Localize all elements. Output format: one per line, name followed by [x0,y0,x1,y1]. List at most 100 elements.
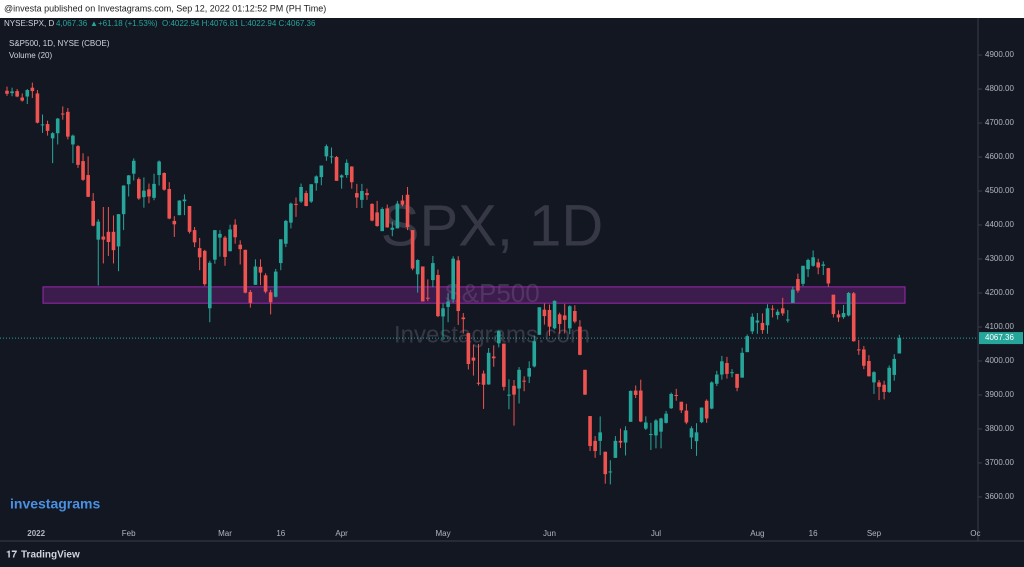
candle-body [598,432,602,441]
candle-body [730,372,734,374]
candle-body [512,385,516,395]
candle-body [745,336,750,353]
candle-body [385,208,390,228]
candle-body [851,293,856,342]
candle-body [202,250,207,285]
candle-body [481,373,486,385]
candle-body [415,260,420,275]
candle-body [35,93,40,123]
candle-body [40,124,45,126]
x-tick-label: Oc [970,529,980,538]
y-tick-label: 3800.00 [985,424,1014,433]
candle-body [527,368,532,377]
candle-body [791,289,795,303]
candle-body [451,258,455,300]
candle-body [542,309,547,317]
candle-body [182,199,187,202]
candle-body [101,236,106,240]
candle-body [213,230,217,260]
candle-body [486,352,491,385]
candle-body [775,311,780,316]
candle-body [476,382,481,384]
candle-body [836,314,841,318]
last-price-box [979,332,1023,345]
candle-body [816,262,820,268]
candle-body [30,87,35,92]
candle-body [532,341,537,367]
candle-body [375,212,379,227]
candle-body [709,382,714,409]
candle-body [684,410,689,423]
candle-body [334,157,339,181]
candle-body [765,308,770,326]
candle-body [562,315,567,320]
candle-body [436,274,440,317]
candle-body [45,124,50,131]
candle-body [390,227,395,230]
candle-body [76,146,80,165]
resistance-zone [42,286,906,304]
candle-body [96,221,101,240]
candle-body [720,361,724,375]
candle-body [431,263,435,281]
candle-body [841,313,846,318]
candle-body [872,372,876,383]
candle-body [760,322,765,331]
candle-body [273,271,278,297]
candle-body [461,317,466,320]
candle-body [517,369,521,389]
candle-body [456,260,461,312]
candle-body [162,173,166,190]
candle-body [502,343,506,387]
candle-body [91,200,95,226]
candle-body [400,200,405,205]
candle-body [238,244,243,250]
y-tick-label: 4600.00 [985,152,1014,161]
candle-body [649,434,653,436]
candle-body [613,440,618,458]
candle-body [644,422,648,429]
change: +61.18 (+1.53%) [98,19,158,28]
candle-body [507,394,511,396]
candle-body [623,430,628,443]
candle-body [60,113,65,115]
candle-body [253,266,258,285]
x-tick-label: Apr [335,529,348,538]
candle-body [365,193,369,196]
top-bar [0,0,1024,18]
candle-body [187,205,192,232]
candle-body [750,316,755,332]
x-tick-label: Mar [218,529,232,538]
candle-body [740,352,744,378]
candle-body [699,407,704,423]
candle-body [496,331,501,344]
candle-body [664,413,668,423]
last-price-label: 4067.36 [985,333,1014,342]
candle-body [20,97,25,101]
candle-body [755,320,760,323]
candle-body [420,266,425,302]
candle-body [491,356,496,359]
candle-body [466,333,471,365]
candle-body [55,118,60,134]
x-tick-label: 16 [809,529,818,538]
candle-body [583,369,587,395]
candle-body [324,146,329,157]
candle-body [243,249,248,293]
candle-body [608,471,613,473]
change: ▲ [90,19,98,28]
y-tick-label: 3600.00 [985,492,1014,501]
candle-body [360,191,364,200]
candle-body [892,358,897,375]
candle-body [867,360,871,377]
ohlc: O:4022.94 H:4076.81 L:4022.94 C:4067.36 [162,19,316,28]
candle-body [618,440,623,443]
candle-body [811,257,815,266]
candle-body [339,175,344,178]
candle-body [126,175,131,185]
candle-body [704,400,709,419]
candle-body [689,428,694,438]
candle-body [669,393,673,409]
x-tick-label: Feb [122,529,136,538]
candle-body [131,160,136,174]
